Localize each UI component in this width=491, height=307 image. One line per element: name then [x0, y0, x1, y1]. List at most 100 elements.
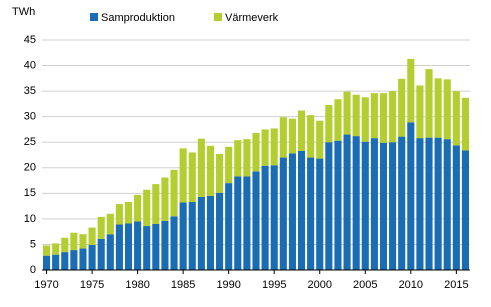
bar-segment: [379, 93, 388, 143]
bar-segment: [161, 177, 169, 221]
bar-segment: [297, 150, 306, 270]
bar-segment: [216, 153, 224, 193]
bar-segment: [379, 142, 388, 270]
bar-segment: [288, 153, 296, 270]
y-tick-label: 25: [24, 136, 36, 148]
legend-label: Värmeverk: [225, 12, 279, 24]
y-tick-label: 40: [24, 59, 36, 71]
bar-segment: [343, 134, 351, 270]
bar-segment: [452, 91, 460, 146]
bar-segment: [425, 69, 433, 138]
bar-segment: [61, 252, 69, 270]
x-tick-label: 1990: [216, 279, 240, 291]
bar-segment: [52, 254, 60, 270]
bar-segment: [152, 184, 160, 224]
bar-segment: [443, 79, 451, 140]
y-tick-label: 45: [24, 34, 36, 46]
bar-segment: [261, 129, 269, 166]
bar-segment: [352, 94, 360, 137]
y-tick-label: 35: [24, 85, 36, 97]
bar-segment: [124, 202, 133, 224]
bar-segment: [243, 176, 251, 270]
y-tick-label: 15: [24, 187, 36, 199]
legend-label: Samproduktion: [101, 12, 175, 24]
bar-segment: [452, 145, 460, 270]
bar-segment: [398, 78, 406, 137]
bar-segment: [79, 248, 87, 270]
x-tick-label: 2015: [444, 279, 468, 291]
bar-segment: [389, 91, 397, 143]
bar-segment: [307, 157, 315, 270]
bar-segment: [425, 137, 433, 270]
bar-segment: [398, 136, 406, 270]
bar-segment: [234, 140, 242, 177]
bar-segment: [434, 78, 442, 138]
bar-segment: [225, 183, 233, 270]
bar-segment: [279, 157, 287, 270]
y-axis-label: TWh: [12, 6, 35, 18]
bar-segment: [334, 99, 342, 141]
bar-segment: [43, 245, 51, 256]
bar-segment: [325, 104, 333, 143]
bar-segment: [170, 216, 178, 270]
bar-segment: [197, 138, 205, 197]
bar-segment: [316, 120, 324, 159]
bar-segment: [416, 138, 424, 270]
bar-segment: [188, 202, 196, 270]
bar-segment: [370, 93, 378, 139]
bar-segment: [243, 139, 251, 177]
bar-segment: [252, 133, 260, 172]
bar-segment: [270, 128, 278, 166]
bar-segment: [252, 171, 260, 270]
bar-segment: [361, 141, 369, 270]
bar-segment: [70, 250, 78, 270]
x-tick-label: 1985: [171, 279, 195, 291]
bar-segment: [270, 165, 278, 270]
bar-segment: [179, 148, 187, 203]
bar-segment: [407, 58, 415, 123]
bar-segment: [61, 237, 69, 253]
y-tick-label: 10: [24, 213, 36, 225]
bar-segment: [188, 152, 196, 203]
bar-segment: [70, 232, 78, 251]
bar-segment: [288, 118, 296, 154]
bar-segment: [407, 122, 415, 271]
bar-segment: [334, 140, 342, 270]
bar-segment: [170, 169, 178, 217]
bar-segment: [43, 255, 51, 270]
bar-segment: [461, 150, 469, 270]
bar-segment: [352, 136, 360, 270]
bar-segment: [88, 244, 96, 270]
x-tick-label: 2000: [308, 279, 332, 291]
x-tick-label: 2010: [399, 279, 423, 291]
bar-segment: [416, 85, 424, 139]
bar-segment: [316, 158, 324, 270]
bar-segment: [134, 221, 142, 270]
bar-segment: [206, 195, 215, 270]
bar-segment: [434, 137, 442, 270]
bar-segment: [134, 194, 142, 222]
x-tick-label: 2005: [353, 279, 377, 291]
bar-segment: [106, 234, 114, 270]
bar-segment: [225, 146, 233, 184]
bar-segment: [343, 91, 351, 135]
bar-segment: [307, 115, 315, 158]
bar-segment: [88, 227, 96, 245]
bar-segment: [143, 189, 151, 227]
bar-segment: [461, 97, 469, 151]
bar-segment: [115, 204, 123, 225]
bar-segment: [197, 196, 205, 270]
bar-segment: [152, 224, 160, 270]
bar-segment: [52, 243, 60, 255]
x-tick-label: 1995: [262, 279, 286, 291]
y-tick-label: 0: [30, 264, 36, 276]
y-tick-label: 20: [24, 162, 36, 174]
bar-segment: [370, 138, 378, 270]
bar-segment: [206, 145, 215, 196]
x-tick-label: 1980: [125, 279, 149, 291]
bar-segment: [297, 110, 306, 151]
bar-segment: [143, 226, 151, 270]
bar-segment: [124, 223, 133, 270]
bar-segment: [279, 117, 287, 158]
